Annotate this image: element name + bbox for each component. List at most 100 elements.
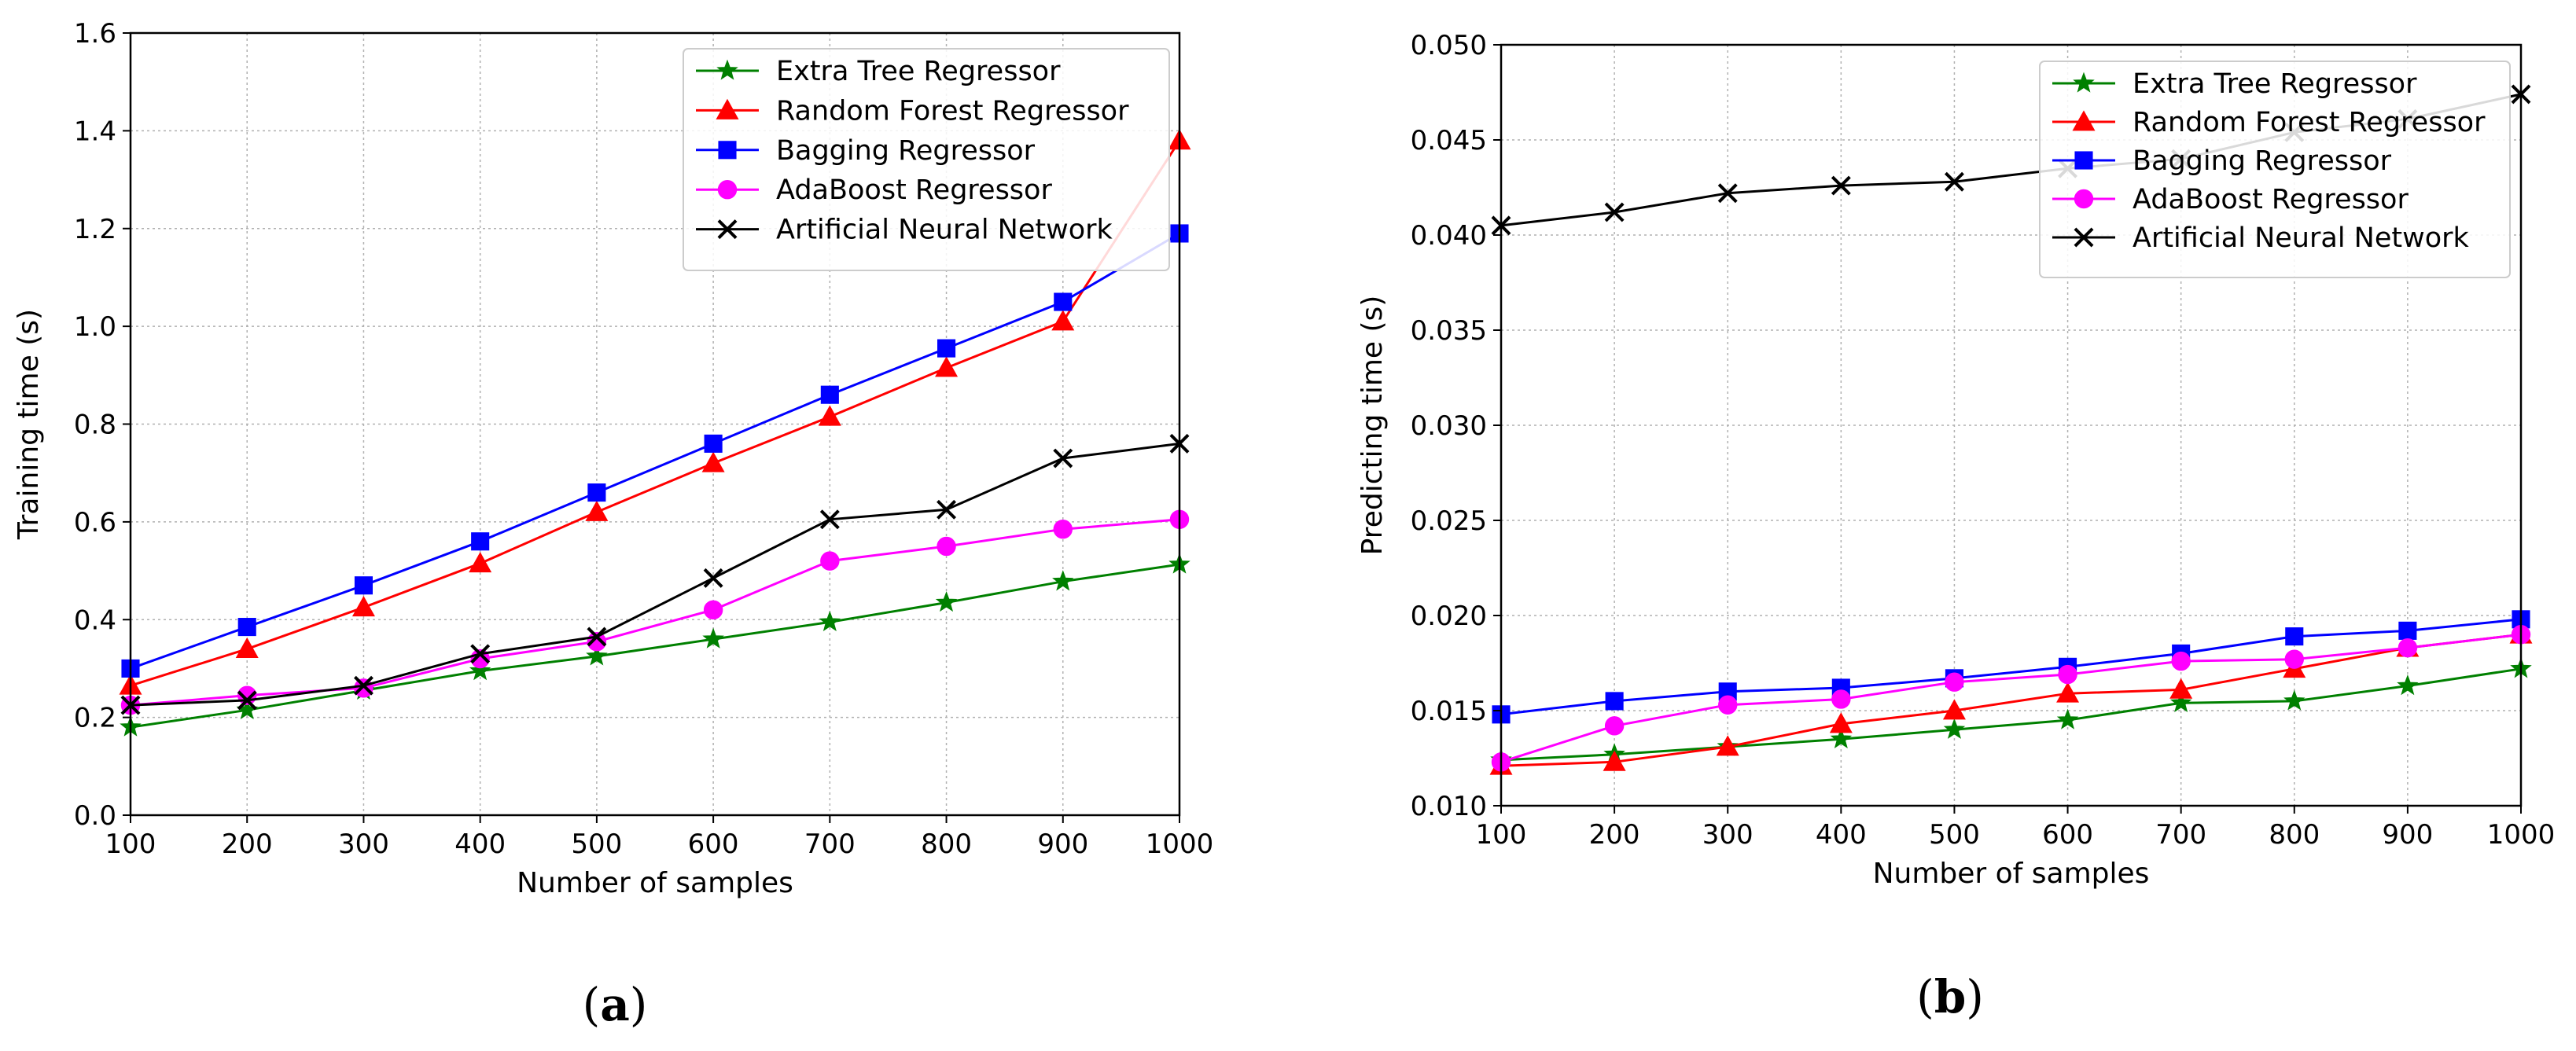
legend-marker xyxy=(2074,227,2094,248)
data-point xyxy=(1831,689,1851,709)
data-point xyxy=(2284,649,2304,669)
data-point xyxy=(701,451,725,472)
x-axis-label: Number of samples xyxy=(1873,858,2150,890)
series-0 xyxy=(120,553,1190,737)
legend-label: AdaBoost Regressor xyxy=(776,175,1052,206)
panel-label: (a) xyxy=(583,978,648,1031)
panel-label-paren-close: ) xyxy=(630,978,648,1031)
x-tick-label: 400 xyxy=(454,829,506,860)
y-tick-label: 0.020 xyxy=(1411,601,1487,632)
data-point xyxy=(235,637,259,658)
y-tick-label: 0.2 xyxy=(74,703,116,734)
legend-label: Bagging Regressor xyxy=(2133,145,2392,177)
data-point xyxy=(2058,664,2077,685)
data-point xyxy=(935,591,958,612)
data-point xyxy=(937,536,956,557)
y-axis-label: Training time (s) xyxy=(13,309,45,540)
data-point xyxy=(1830,727,1853,748)
data-point xyxy=(470,644,491,664)
x-tick-label: 800 xyxy=(2269,819,2320,851)
legend-label: Extra Tree Regressor xyxy=(776,56,1061,87)
data-point xyxy=(2397,674,2419,696)
data-point xyxy=(354,576,373,595)
y-tick-label: 0.035 xyxy=(1411,315,1487,347)
legend-marker xyxy=(2074,189,2094,209)
x-tick-label: 300 xyxy=(1702,819,1754,851)
data-point xyxy=(1717,183,1738,204)
x-tick-label: 700 xyxy=(804,829,856,860)
y-tick-label: 0.015 xyxy=(1411,696,1487,727)
data-point xyxy=(1829,712,1853,733)
data-point xyxy=(2171,651,2191,671)
data-point xyxy=(351,596,375,617)
legend-label: Artificial Neural Network xyxy=(776,215,1113,246)
legend-label: Artificial Neural Network xyxy=(2133,222,2470,254)
data-point xyxy=(469,552,492,573)
x-tick-label: 400 xyxy=(1816,819,1867,851)
data-point xyxy=(935,356,959,377)
legend-item: AdaBoost Regressor xyxy=(696,175,1052,206)
data-point xyxy=(237,618,256,637)
legend: Extra Tree Regressor Random Forest Regres… xyxy=(683,48,1170,271)
data-point xyxy=(2398,621,2417,640)
legend-marker xyxy=(2072,110,2096,131)
series-3 xyxy=(120,509,1190,715)
chart-panel-b: 100 200 300 400 500 600 700 800 900 1000 0.010 0.01… xyxy=(1356,30,2555,1023)
series-3 xyxy=(1491,625,2531,772)
y-tick-label: 0.030 xyxy=(1411,410,1487,442)
data-point xyxy=(237,690,257,711)
series-line xyxy=(1500,618,2522,716)
y-tick-label: 0.045 xyxy=(1411,125,1487,156)
x-tick-label: 100 xyxy=(105,829,156,860)
series-2 xyxy=(121,224,1189,678)
y-tick-label: 1.4 xyxy=(74,116,116,147)
data-point xyxy=(1053,448,1073,469)
series-line xyxy=(130,563,1180,729)
x-tick-label: 100 xyxy=(1476,819,1527,851)
legend-label: Bagging Regressor xyxy=(776,135,1036,167)
data-point xyxy=(353,675,374,696)
x-tick-label: 500 xyxy=(571,829,622,860)
series-line xyxy=(130,232,1180,670)
data-point xyxy=(703,600,723,620)
panel-label-letter: b xyxy=(1934,970,1967,1023)
data-point xyxy=(2056,708,2079,729)
series-4 xyxy=(120,433,1190,715)
legend-box xyxy=(2039,61,2511,278)
legend-item: Random Forest Regressor xyxy=(2052,107,2486,138)
data-point xyxy=(1052,570,1074,591)
data-point xyxy=(1945,672,1964,692)
data-point xyxy=(819,509,840,530)
legend-item: Extra Tree Regressor xyxy=(696,56,1061,87)
chart-panel-a: 100 200 300 400 500 600 700 800 900 1000 0.0 0.2 0.4… xyxy=(13,18,1213,1031)
panel-label: (b) xyxy=(1916,970,1984,1023)
x-tick-label: 900 xyxy=(2382,819,2433,851)
panel-label-paren-open: ( xyxy=(1916,970,1934,1023)
legend-marker xyxy=(717,180,738,200)
series-line xyxy=(1500,633,2522,767)
data-point xyxy=(1718,695,1738,715)
data-point xyxy=(2169,691,2192,712)
x-tick-label: 600 xyxy=(2042,819,2093,851)
data-point xyxy=(820,385,839,404)
data-point xyxy=(587,483,606,502)
data-point xyxy=(2283,689,2306,711)
data-point xyxy=(1051,310,1075,331)
x-tick-label: 1000 xyxy=(2487,819,2556,851)
series-line xyxy=(130,139,1181,687)
legend-item: Bagging Regressor xyxy=(696,135,1036,167)
x-tick-label: 600 xyxy=(688,829,739,860)
y-tick-label: 0.4 xyxy=(74,605,116,636)
data-point xyxy=(585,500,609,521)
x-axis-label: Number of samples xyxy=(517,867,793,899)
data-point xyxy=(702,627,724,649)
data-point xyxy=(1604,716,1625,736)
data-point xyxy=(1603,750,1626,771)
data-point xyxy=(704,434,723,453)
legend-marker xyxy=(717,219,738,240)
panel-label-letter: a xyxy=(600,978,630,1031)
data-point xyxy=(818,405,841,426)
y-tick-label: 1.6 xyxy=(74,18,116,50)
x-tick-label: 200 xyxy=(222,829,273,860)
panel-label-paren-open: ( xyxy=(583,978,601,1031)
